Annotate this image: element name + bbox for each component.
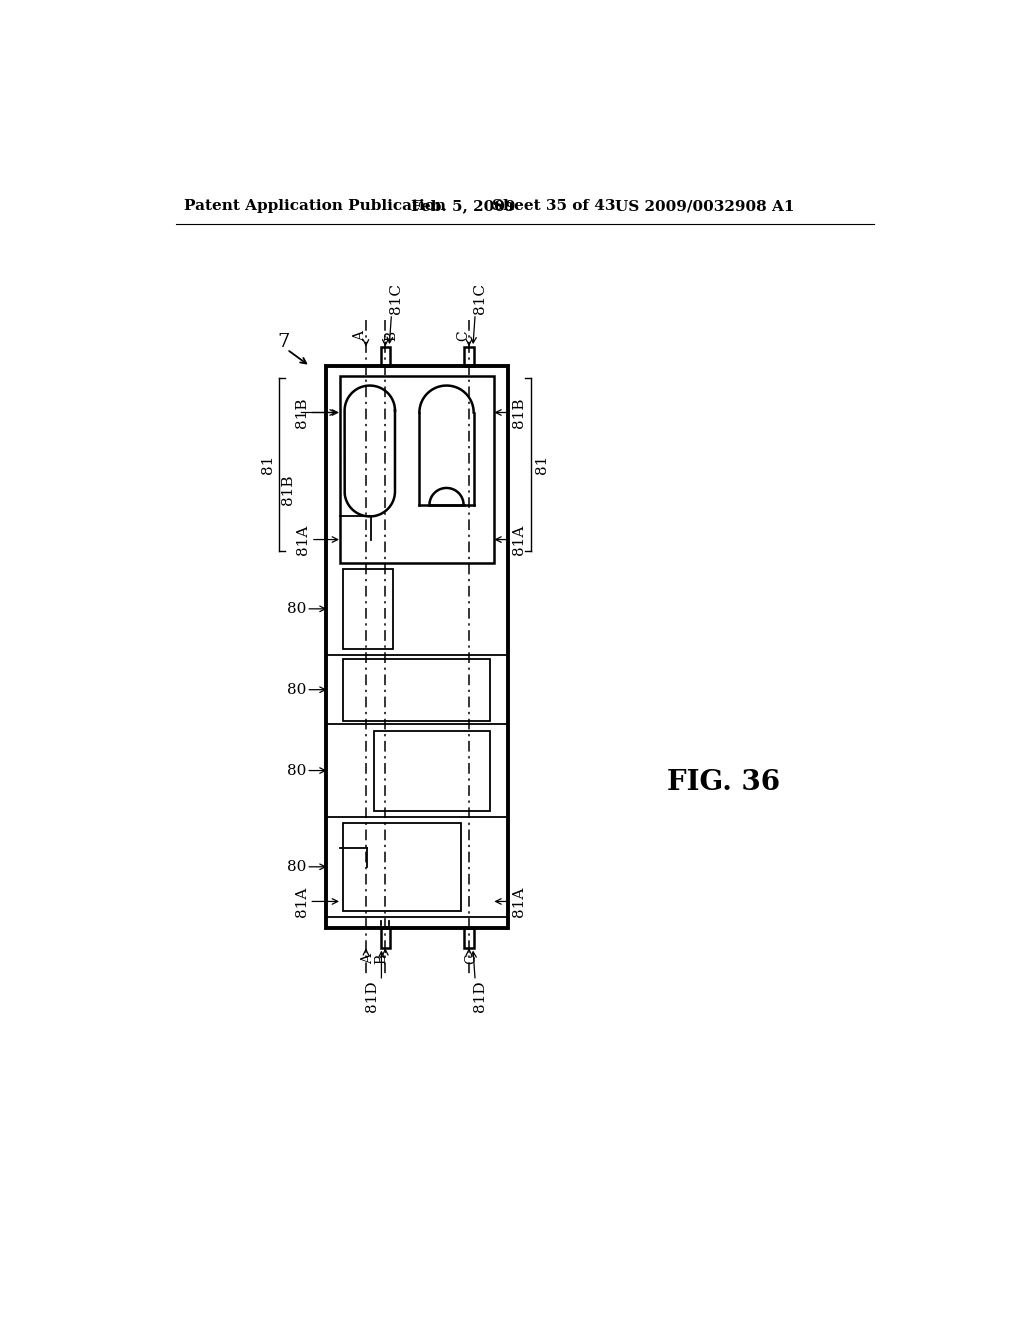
Text: 80: 80: [287, 859, 306, 874]
Text: C: C: [456, 330, 470, 341]
Text: 81D: 81D: [473, 981, 486, 1012]
Bar: [464, 928, 474, 948]
Text: Patent Application Publication: Patent Application Publication: [183, 199, 445, 213]
Text: 81: 81: [535, 455, 549, 474]
Text: A: A: [361, 954, 375, 964]
Text: 81A: 81A: [512, 886, 525, 916]
Text: US 2009/0032908 A1: US 2009/0032908 A1: [614, 199, 795, 213]
Text: 81C: 81C: [473, 282, 486, 314]
Bar: [381, 928, 390, 948]
Text: 81: 81: [261, 455, 275, 474]
Text: C: C: [464, 954, 478, 965]
Text: Sheet 35 of 43: Sheet 35 of 43: [493, 199, 615, 213]
Text: B: B: [375, 954, 388, 964]
Text: 81D: 81D: [366, 981, 379, 1012]
Bar: [381, 347, 390, 367]
Text: 81B: 81B: [281, 474, 295, 504]
Bar: [340, 376, 494, 562]
Text: 81A: 81A: [296, 524, 310, 554]
Text: 80: 80: [287, 602, 306, 616]
Bar: [343, 659, 489, 721]
Text: A: A: [352, 331, 367, 341]
Text: FIG. 36: FIG. 36: [667, 768, 779, 796]
Text: 80: 80: [287, 682, 306, 697]
Bar: [343, 822, 461, 911]
Bar: [374, 730, 489, 810]
Bar: [464, 347, 474, 367]
Bar: [343, 569, 393, 649]
Text: 81C: 81C: [389, 282, 403, 314]
Text: Feb. 5, 2009: Feb. 5, 2009: [411, 199, 515, 213]
Text: 81B: 81B: [512, 397, 525, 428]
Text: B: B: [384, 331, 398, 341]
Text: 81A: 81A: [295, 886, 308, 916]
Text: 80: 80: [287, 763, 306, 777]
Text: 7: 7: [278, 333, 290, 351]
Text: 81B: 81B: [295, 397, 308, 428]
Text: 81A: 81A: [512, 524, 525, 554]
Bar: [326, 367, 508, 928]
